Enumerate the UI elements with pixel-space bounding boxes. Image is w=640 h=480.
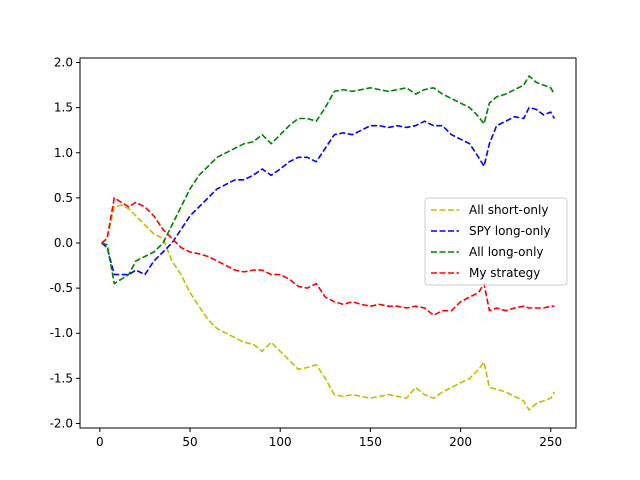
legend-label: All short-only xyxy=(469,203,548,217)
legend-label: All long-only xyxy=(469,245,544,259)
y-tick-label: -2.0 xyxy=(50,416,73,430)
x-tick-label: 100 xyxy=(269,435,292,449)
legend-label: My strategy xyxy=(469,266,540,280)
x-tick-label: 250 xyxy=(539,435,562,449)
y-tick-label: 0.0 xyxy=(54,236,73,250)
y-tick-label: 1.5 xyxy=(54,101,73,115)
y-tick-label: 1.0 xyxy=(54,146,73,160)
legend-box xyxy=(424,197,568,286)
legend-label: SPY long-only xyxy=(469,224,551,238)
y-tick-label: -1.5 xyxy=(50,371,73,385)
x-tick-label: 200 xyxy=(449,435,472,449)
series-line-1 xyxy=(101,204,556,411)
x-tick-label: 0 xyxy=(96,435,104,449)
y-axis: -2.0 -1.5 -1.0 -0.5 0.0 0.5 1.0 1.5 2.0 xyxy=(50,56,80,430)
x-axis: 0 50 100 150 200 250 xyxy=(96,428,562,449)
x-tick-label: 50 xyxy=(182,435,197,449)
y-tick-label: 2.0 xyxy=(54,56,73,70)
series-layer xyxy=(101,75,556,411)
x-tick-label: 150 xyxy=(359,435,382,449)
series-line-2 xyxy=(101,106,556,276)
y-tick-label: -0.5 xyxy=(50,281,73,295)
legend: All short-only SPY long-only All long-only… xyxy=(424,197,568,286)
series-line-4 xyxy=(101,197,555,316)
series-line-3 xyxy=(101,75,556,285)
y-tick-label: -1.0 xyxy=(50,326,73,340)
y-tick-label: 0.5 xyxy=(54,191,73,205)
